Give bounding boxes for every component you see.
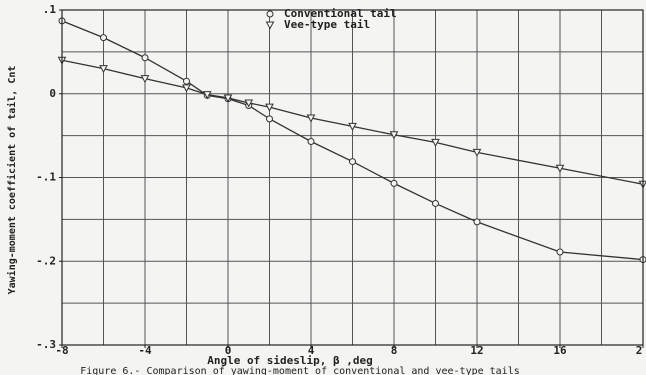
marker: [202, 91, 212, 100]
x-tick-label: -4: [138, 344, 152, 357]
marker: [389, 131, 399, 140]
marker: [307, 137, 315, 145]
caption: Figure 6.- Comparison of yawing-moment o…: [80, 366, 520, 375]
marker: [100, 34, 107, 42]
y-tick-label: -.3: [36, 338, 56, 351]
marker: [141, 54, 149, 62]
legend-label: Vee-type tail: [284, 18, 370, 31]
marker: [182, 84, 191, 93]
y-tick-label: -.1: [36, 171, 56, 184]
x-tick-label: -8: [55, 344, 68, 357]
marker: [140, 75, 150, 84]
marker: [99, 65, 108, 74]
legend-marker: [265, 21, 275, 30]
legend-marker: [266, 10, 274, 18]
marker: [244, 99, 254, 108]
marker: [473, 218, 481, 226]
marker: [348, 122, 357, 131]
y-axis-label: Yawing-moment coefficient of tail, Cnt: [6, 66, 18, 295]
x-axis-label: Angle of sideslip, β ,deg: [207, 354, 373, 367]
marker: [472, 148, 482, 157]
marker: [265, 103, 274, 112]
marker: [223, 94, 233, 103]
marker: [432, 199, 439, 207]
y-tick-label: .1: [43, 3, 57, 16]
x-tick-label: 16: [553, 344, 567, 357]
x-tick-label: 0: [225, 344, 232, 357]
x-tick-label: 4: [308, 344, 315, 357]
marker: [555, 164, 565, 173]
x-tick-label: 12: [470, 344, 483, 357]
y-tick-label: 0: [49, 87, 56, 100]
marker: [390, 179, 398, 187]
marker: [431, 138, 440, 147]
plot-frame: [61, 9, 644, 346]
marker: [266, 115, 273, 123]
marker: [183, 77, 190, 85]
marker: [349, 158, 356, 166]
marker: [556, 248, 564, 256]
y-tick-label: -.2: [36, 254, 56, 267]
marker: [306, 114, 316, 123]
x-tick-label: 2: [636, 344, 643, 357]
x-tick-label: 8: [391, 344, 398, 357]
